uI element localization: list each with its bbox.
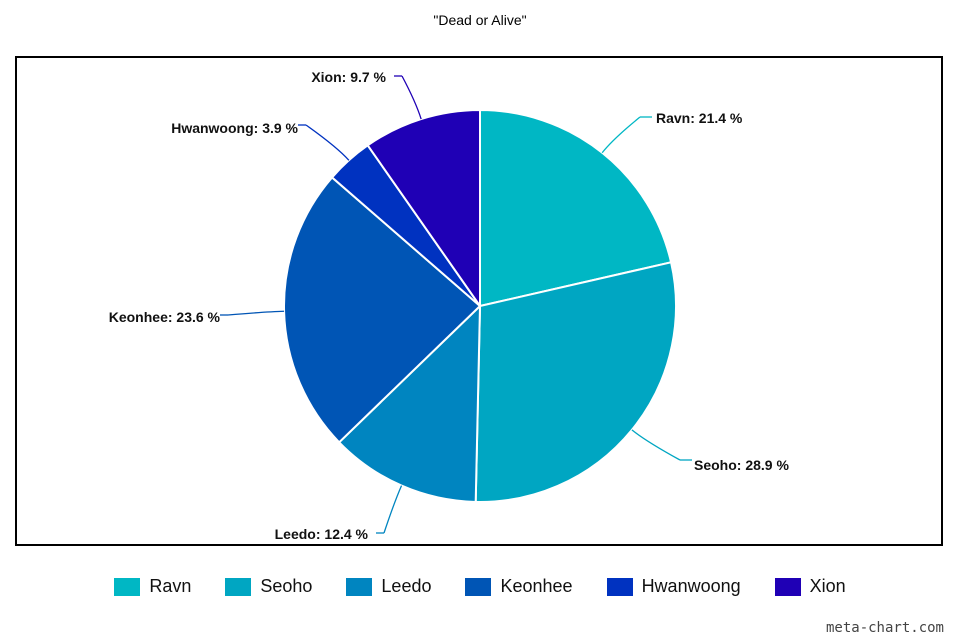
data-label-hwanwoong: Hwanwoong: 3.9 % — [171, 120, 298, 136]
watermark: meta-chart.com — [825, 620, 944, 636]
legend-swatch — [465, 577, 492, 596]
leader-line-hwanwoong — [305, 124, 350, 161]
data-label-ravn: Ravn: 21.4 % — [656, 110, 743, 126]
data-label-leedo: Leedo: 12.4 % — [275, 526, 369, 542]
legend-item-seoho: Seoho — [225, 576, 312, 597]
data-label-xion: Xion: 9.7 % — [311, 69, 386, 85]
legend-label: Hwanwoong — [641, 576, 741, 596]
legend-label: Ravn — [149, 576, 192, 596]
pie-slice-xion — [366, 108, 481, 310]
plot-frame — [15, 56, 943, 546]
legend-swatch — [225, 577, 252, 596]
legend-item-ravn: Ravn — [114, 576, 191, 597]
legend-item-xion: Xion — [774, 576, 846, 597]
leader-line-keonhee — [227, 310, 285, 316]
leader-line-leedo — [383, 485, 403, 534]
leader-line-xion — [401, 75, 422, 120]
legend-swatch — [114, 577, 141, 596]
legend-label: Xion — [809, 576, 846, 596]
pie-slice-seoho — [474, 261, 677, 503]
chart-title: "Dead or Alive" — [433, 12, 527, 28]
legend: Ravn Seoho Leedo Keonhee Hwanwoong Xion — [0, 576, 960, 597]
data-label-keonhee: Keonhee: 23.6 % — [109, 309, 221, 325]
legend-label: Seoho — [260, 576, 313, 596]
legend-swatch — [346, 577, 373, 596]
legend-item-hwanwoong: Hwanwoong — [606, 576, 741, 597]
leader-line-seoho — [631, 429, 681, 461]
legend-label: Keonhee — [500, 576, 573, 596]
legend-swatch — [774, 577, 801, 596]
legend-item-leedo: Leedo — [346, 576, 431, 597]
legend-label: Leedo — [381, 576, 432, 596]
data-label-seoho: Seoho: 28.9 % — [694, 457, 789, 473]
pie-slice-keonhee — [283, 176, 482, 444]
legend-item-keonhee: Keonhee — [465, 576, 573, 597]
legend-swatch — [606, 577, 633, 596]
pie-slice-ravn — [479, 108, 673, 308]
leader-line-ravn — [601, 116, 641, 154]
